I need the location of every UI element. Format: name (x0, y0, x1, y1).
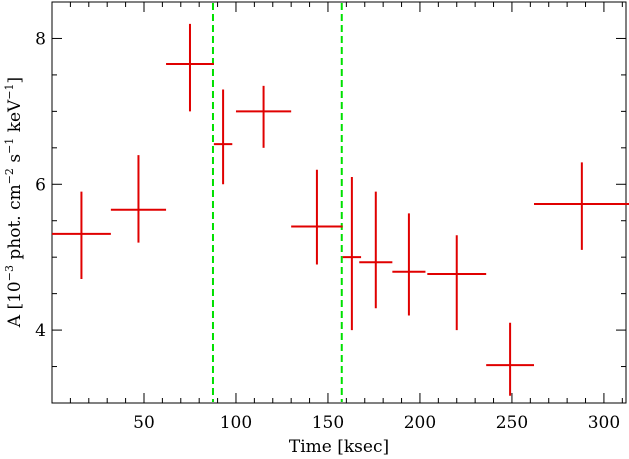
data-point (235, 85, 292, 148)
x-tick-label: 200 (404, 413, 436, 433)
y-axis-label: A [10−3 phot. cm−2 s−1 keV−1] (3, 77, 25, 328)
y-tick-label: 4 (35, 321, 46, 341)
y-tick-labels: 4 6 8 (35, 29, 46, 341)
plot-area (51, 1, 627, 404)
x-tick-label: 150 (312, 413, 344, 433)
data-point (392, 213, 426, 316)
data-point (213, 89, 233, 185)
y-axis-label-mid2: s (5, 154, 25, 168)
data-point (427, 235, 487, 331)
data-point (534, 162, 629, 250)
y-axis-label-mid1: phot. cm (5, 184, 25, 265)
data-point (52, 191, 111, 280)
x-tick-label: 300 (588, 413, 620, 433)
y-axis-label-mid3: keV (5, 99, 25, 138)
x-tick-labels: 50 100 150 200 250 300 (133, 413, 620, 433)
y-axis-label-prefix: A [10 (5, 281, 25, 328)
data-point (486, 322, 535, 396)
reference-lines (211, 3, 343, 402)
x-axis-label: Time [ksec] (289, 437, 389, 457)
x-tick-label: 100 (220, 413, 252, 433)
y-axis-label-exp1: −3 (3, 265, 16, 281)
axis-ticks (52, 1, 626, 404)
data-point (110, 155, 167, 243)
x-tick-label: 250 (496, 413, 528, 433)
data-point (291, 169, 343, 265)
y-axis-label-exp4: −1 (3, 83, 16, 99)
y-tick-label: 8 (35, 29, 46, 49)
y-axis-label-exp3: −1 (3, 138, 16, 154)
data-points (52, 23, 629, 396)
x-tick-label: 50 (133, 413, 155, 433)
y-axis-label-exp2: −2 (3, 168, 16, 184)
y-axis-label-suffix: ] (5, 77, 25, 84)
y-tick-label: 6 (35, 175, 46, 195)
data-point (342, 176, 362, 331)
data-point (359, 191, 393, 309)
data-point (166, 23, 214, 112)
